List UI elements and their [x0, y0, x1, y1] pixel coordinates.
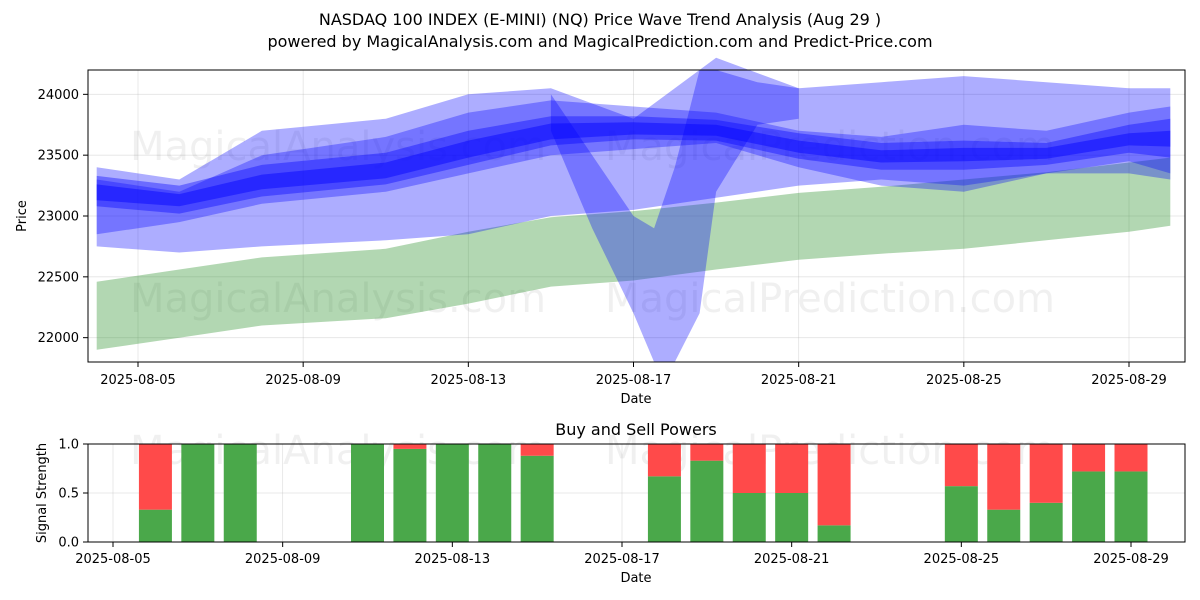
powers-x-ticks: 2025-08-05 2025-08-09 2025-08-13 2025-08-17…	[75, 542, 1169, 567]
powers-x-tick-label: 2025-08-25	[924, 552, 1000, 567]
sell-bar	[1072, 444, 1106, 472]
price-y-label: Price	[15, 200, 30, 232]
buy-bar	[817, 525, 851, 542]
watermark-analysis: MagicalAnalysis.com	[130, 124, 546, 170]
powers-x-tick-label: 2025-08-21	[754, 552, 830, 567]
buy-bar	[690, 460, 724, 542]
powers-x-tick-label: 2025-08-17	[584, 552, 660, 567]
wave-band	[96, 122, 1171, 207]
sell-bar	[690, 444, 724, 461]
powers-y-ticks: 0.0 0.5 1.0	[58, 438, 88, 551]
price-x-tick-label: 2025-08-29	[1091, 373, 1167, 388]
wave-band	[550, 70, 799, 362]
powers-y-tick-label: 0.0	[58, 536, 79, 551]
sell-bar	[987, 444, 1021, 510]
buy-bar	[647, 476, 681, 542]
buy-bar	[520, 455, 554, 542]
price-series	[96, 57, 1171, 362]
powers-title: Buy and Sell Powers	[555, 420, 717, 439]
powers-bars	[138, 444, 1148, 542]
price-x-tick-label: 2025-08-25	[926, 373, 1002, 388]
buy-bar	[351, 444, 384, 542]
buy-bar	[987, 509, 1021, 542]
powers-x-label: Date	[620, 571, 651, 586]
price-x-tick-label: 2025-08-17	[596, 373, 672, 388]
powers-x-tick-label: 2025-08-29	[1093, 552, 1169, 567]
buy-bar	[1114, 471, 1148, 542]
watermark-prediction: MagicalPrediction.com	[605, 276, 1055, 322]
trend-band	[96, 157, 1171, 350]
powers-x-tick-label: 2025-08-05	[75, 552, 151, 567]
buy-bar	[944, 486, 978, 542]
chart-title: NASDAQ 100 INDEX (E-MINI) (NQ) Price Wav…	[319, 10, 881, 29]
price-y-tick-label: 23500	[38, 149, 79, 164]
price-plot: MagicalAnalysis.com MagicalPrediction.co…	[15, 57, 1186, 407]
buy-bar	[393, 448, 427, 542]
buy-bar	[1029, 502, 1063, 542]
sell-bar	[1114, 444, 1148, 472]
sell-bar	[944, 444, 978, 487]
price-x-tick-label: 2025-08-05	[100, 373, 176, 388]
price-x-tick-label: 2025-08-13	[431, 373, 507, 388]
wave-band	[96, 116, 1171, 214]
price-y-tick-label: 22500	[38, 270, 79, 285]
price-x-tick-label: 2025-08-09	[265, 373, 341, 388]
sell-bar	[393, 444, 427, 449]
buy-bar	[138, 509, 172, 542]
price-y-tick-label: 22000	[38, 331, 79, 346]
price-y-tick-label: 23000	[38, 210, 79, 225]
sell-bar	[1029, 444, 1063, 503]
buy-bar	[478, 444, 512, 542]
powers-x-tick-label: 2025-08-13	[415, 552, 491, 567]
buy-bar	[223, 444, 257, 542]
wave-band	[96, 100, 1171, 235]
chart-subtitle: powered by MagicalAnalysis.com and Magic…	[267, 32, 932, 51]
price-grid	[88, 70, 1185, 362]
powers-x-tick-label: 2025-08-09	[245, 552, 321, 567]
price-x-label: Date	[620, 392, 651, 407]
powers-y-tick-label: 0.5	[58, 487, 79, 502]
buy-bar	[435, 444, 469, 542]
powers-y-label: Signal Strength	[35, 443, 50, 543]
buy-bar	[775, 493, 809, 542]
buy-bar	[181, 444, 215, 542]
sell-bar	[775, 444, 809, 493]
sell-bar	[817, 444, 851, 526]
powers-plot: MagicalAnalysis.com MagicalPrediction.co…	[35, 428, 1186, 586]
buy-bar	[1072, 471, 1106, 542]
price-x-tick-label: 2025-08-21	[761, 373, 837, 388]
price-y-tick-label: 24000	[38, 88, 79, 103]
price-plot-background	[88, 70, 1185, 362]
price-y-ticks: 22000 22500 23000 23500 24000	[38, 88, 88, 346]
buy-bar	[732, 493, 766, 542]
price-watermarks: MagicalAnalysis.com MagicalPrediction.co…	[130, 124, 1055, 322]
sell-bar	[520, 444, 554, 456]
powers-y-tick-label: 1.0	[58, 438, 79, 453]
sell-bar	[732, 444, 766, 493]
watermark-prediction: MagicalPrediction.com	[605, 124, 1055, 170]
sell-bar	[647, 444, 681, 477]
sell-bar	[138, 444, 172, 510]
watermark-analysis: MagicalAnalysis.com	[130, 276, 546, 322]
wave-band	[96, 57, 1171, 253]
price-x-ticks: 2025-08-05 2025-08-09 2025-08-13 2025-08-17…	[100, 362, 1167, 388]
